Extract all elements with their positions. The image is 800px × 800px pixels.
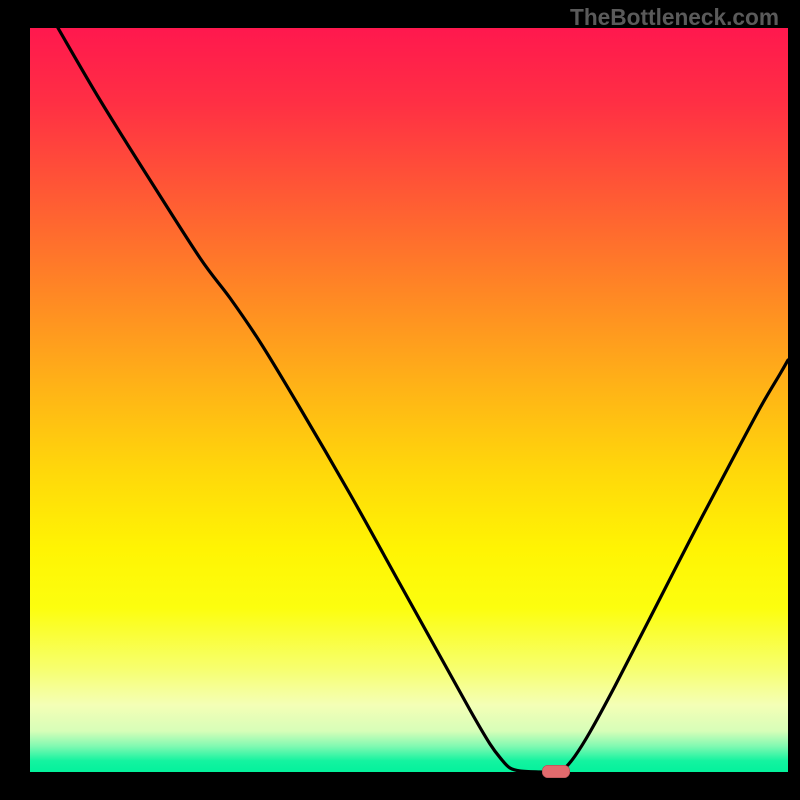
bottleneck-chart	[0, 0, 800, 800]
chart-background	[30, 28, 788, 772]
watermark-text: TheBottleneck.com	[570, 4, 779, 31]
optimum-marker	[542, 765, 570, 778]
